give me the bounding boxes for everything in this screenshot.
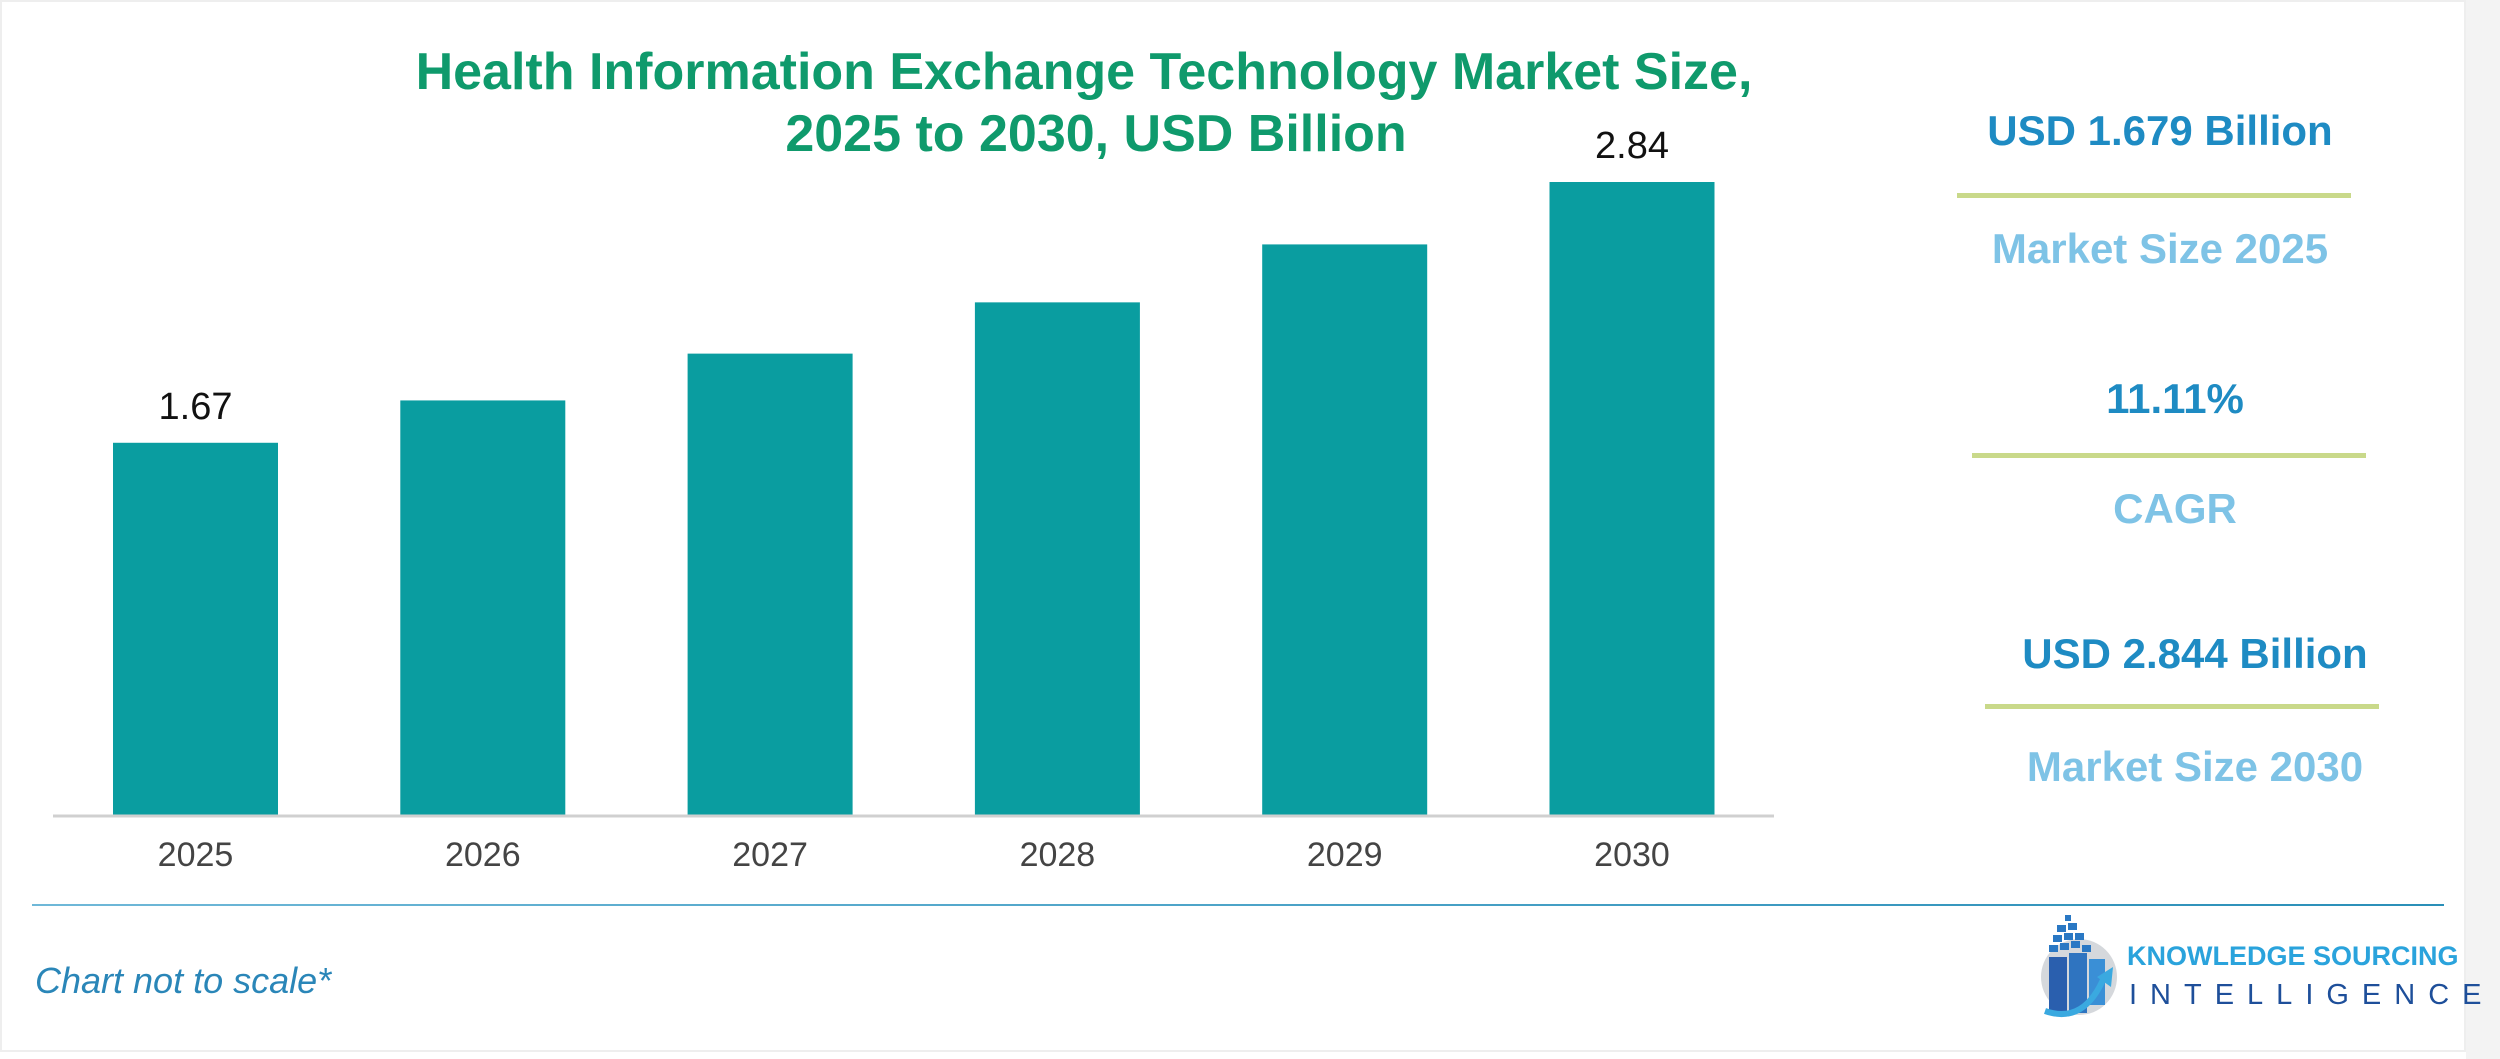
data-label: 1.67: [159, 386, 233, 428]
x-tick-label: 2029: [1307, 836, 1383, 874]
market-size-2025-label: Market Size 2025: [1991, 225, 2329, 272]
cagr-label: CAGR: [2113, 485, 2237, 532]
divider: [1972, 453, 2366, 458]
page-frame: [0, 0, 2466, 1052]
logo-text-line-2: INTELLIGENCE: [2129, 979, 2495, 1011]
bar-2027: [687, 353, 853, 815]
market-size-2030-value: USD 2.844 Billion: [2022, 630, 2368, 677]
logo-text-line-1: KNOWLEDGE SOURCING: [2127, 941, 2459, 971]
bar-2030: [1549, 182, 1715, 815]
logo-emblem-icon: [2041, 915, 2117, 1018]
bar-2026: [400, 400, 566, 815]
footer-divider: [32, 904, 2444, 906]
bar-2025: [113, 442, 278, 815]
chart-note: Chart not to scale*: [35, 960, 332, 1001]
data-label: 2.84: [1595, 125, 1669, 167]
divider: [1957, 193, 2351, 198]
market-size-2030-label: Market Size 2030: [2026, 743, 2364, 790]
bar-2029: [1262, 244, 1428, 815]
divider: [1985, 704, 2379, 709]
x-tick-label: 2030: [1594, 836, 1670, 874]
x-tick-label: 2027: [732, 836, 808, 874]
x-tick-label: 2028: [1020, 836, 1096, 874]
bar-chart: 2025 1.67 2026 2027 2028 2029 2030 2.84: [53, 125, 1774, 874]
chart-title-line-2: 2025 to 2030, USD Billion: [785, 105, 1407, 163]
company-logo: KNOWLEDGE SOURCING INTELLIGENCE: [2035, 915, 2482, 1025]
bar-2028: [974, 302, 1140, 816]
right-edge-strip: [2466, 0, 2500, 1059]
chart-title-line-1: Health Information Exchange Technology M…: [415, 43, 1753, 101]
x-tick-label: 2025: [158, 836, 234, 874]
market-size-2025-value: USD 1.679 Billion: [1987, 107, 2333, 154]
cagr-value: 11.11%: [2106, 375, 2244, 422]
x-tick-label: 2026: [445, 836, 521, 874]
